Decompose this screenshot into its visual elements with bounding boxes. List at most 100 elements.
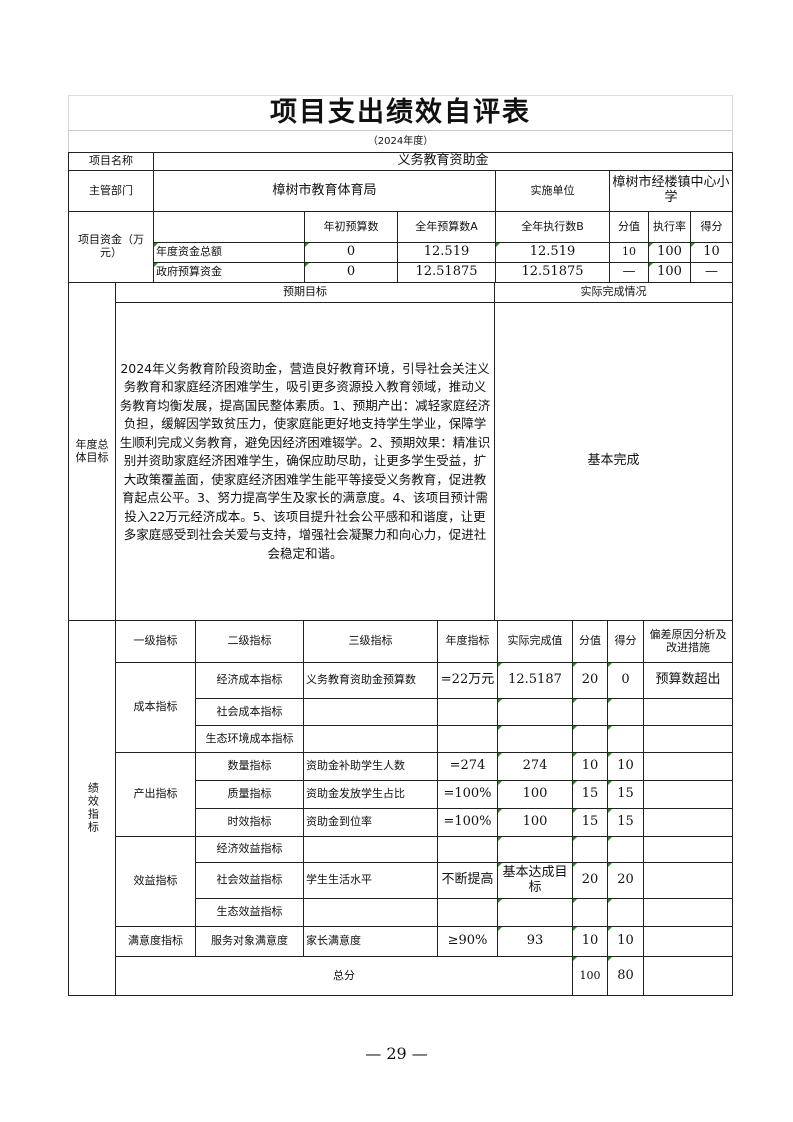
actual-completion-header: 实际完成情况 bbox=[494, 282, 733, 303]
fund-rate: 100 bbox=[648, 242, 691, 263]
indicator-actual bbox=[497, 698, 573, 726]
indicator-header: 得分 bbox=[607, 620, 644, 663]
indicator-score: 20 bbox=[607, 862, 644, 899]
project-name-label: 项目名称 bbox=[68, 152, 154, 171]
fund-name: 政府预算资金 bbox=[153, 262, 305, 283]
indicator-score bbox=[607, 898, 644, 927]
indicator-actual: 274 bbox=[497, 752, 573, 781]
fund-executed: 12.51875 bbox=[495, 262, 610, 283]
indicator-note bbox=[643, 698, 733, 726]
fund-rate: 100 bbox=[648, 262, 691, 283]
expected-goal-header: 预期目标 bbox=[115, 282, 495, 303]
indicator-value bbox=[572, 698, 608, 726]
indicator-level3 bbox=[303, 698, 438, 726]
indicator-row: 效益指标 经济效益指标 bbox=[69, 836, 733, 927]
indicator-target bbox=[437, 698, 498, 726]
indicators-label: 绩效指标 bbox=[68, 620, 116, 996]
indicator-value: 20 bbox=[572, 862, 608, 899]
total-value: 100 bbox=[572, 956, 608, 996]
indicator-header: 三级指标 bbox=[303, 620, 438, 663]
impl-value: 樟树市经楼镇中心小学 bbox=[609, 170, 733, 212]
indicator-score: 0 bbox=[607, 662, 644, 699]
indicator-actual bbox=[497, 836, 573, 863]
page-number: — 29 — bbox=[365, 1044, 428, 1063]
indicator-score: 15 bbox=[607, 808, 644, 837]
indicator-value bbox=[572, 898, 608, 927]
fund-score-value: 10 bbox=[609, 242, 649, 263]
indicator-level2: 经济成本指标 bbox=[195, 662, 304, 699]
dept-value: 樟树市教育体育局 bbox=[153, 170, 496, 212]
indicator-level2: 服务对象满意度 bbox=[195, 926, 304, 957]
indicator-score bbox=[607, 725, 644, 753]
indicator-note bbox=[643, 862, 733, 899]
fund-budget: 12.519 bbox=[397, 242, 496, 263]
indicator-target: ≥90% bbox=[437, 926, 498, 957]
indicator-level2: 社会成本指标 bbox=[195, 698, 304, 726]
indicator-level3: 义务教育资助金预算数 bbox=[303, 662, 438, 699]
actual-completion-text: 基本完成 bbox=[494, 302, 733, 621]
indicator-value: 20 bbox=[572, 662, 608, 699]
indicator-note bbox=[643, 725, 733, 753]
indicator-actual bbox=[497, 725, 573, 753]
dept-label: 主管部门 bbox=[68, 170, 154, 212]
level1-indicator: 效益指标 bbox=[115, 836, 196, 927]
indicator-target: =22万元 bbox=[437, 662, 498, 699]
funds-label: 项目资金（万元） bbox=[68, 211, 154, 283]
indicator-target bbox=[437, 898, 498, 927]
funds-header: 全年执行数B bbox=[495, 211, 610, 243]
impl-label: 实施单位 bbox=[495, 170, 610, 212]
fund-initial: 0 bbox=[304, 242, 398, 263]
indicator-level2: 时效指标 bbox=[195, 808, 304, 837]
indicator-header: 分值 bbox=[572, 620, 608, 663]
indicator-value: 10 bbox=[572, 926, 608, 957]
indicator-actual: 100 bbox=[497, 780, 573, 809]
goals-label: 年度总体目标 bbox=[68, 282, 116, 621]
indicator-actual: 基本达成目标 bbox=[497, 862, 573, 899]
indicator-actual: 100 bbox=[497, 808, 573, 837]
indicator-note bbox=[643, 836, 733, 863]
indicator-level2: 经济效益指标 bbox=[195, 836, 304, 863]
indicator-level2: 生态环境成本指标 bbox=[195, 725, 304, 753]
indicator-actual: 12.5187 bbox=[497, 662, 573, 699]
indicator-value bbox=[572, 836, 608, 863]
fund-initial: 0 bbox=[304, 262, 398, 283]
year-subtitle: （2024年度） bbox=[68, 130, 733, 153]
total-score: 80 bbox=[607, 956, 644, 996]
fund-score: 10 bbox=[690, 242, 733, 263]
indicator-level3 bbox=[303, 898, 438, 927]
indicator-score: 10 bbox=[607, 752, 644, 781]
funds-header: 得分 bbox=[690, 211, 733, 243]
indicator-header: 一级指标 bbox=[115, 620, 196, 663]
indicator-note bbox=[643, 752, 733, 781]
indicator-actual: 93 bbox=[497, 926, 573, 957]
indicator-level3: 资助金到位率 bbox=[303, 808, 438, 837]
indicator-value: 15 bbox=[572, 780, 608, 809]
header-table: 项目支出绩效自评表 （2024年度） 项目名称 义务教育资助金 主管部门 樟树市… bbox=[68, 95, 733, 283]
indicator-row: 满意度指标 服务对象满意度 家长满意度 ≥90% 93 10 10 bbox=[69, 926, 733, 957]
project-name: 义务教育资助金 bbox=[153, 152, 733, 171]
indicator-score bbox=[607, 698, 644, 726]
indicator-level3: 资助金发放学生占比 bbox=[303, 780, 438, 809]
indicator-score bbox=[607, 836, 644, 863]
indicator-level3: 学生生活水平 bbox=[303, 862, 438, 899]
fund-score-value: — bbox=[609, 262, 649, 283]
indicator-row: 生态环境成本指标 bbox=[69, 725, 733, 753]
indicator-row: 成本指标 经济成本指标 义务教育资助金预算数 =22万元 12.5187 20 0 预算数超出 bbox=[69, 662, 733, 753]
fund-executed: 12.519 bbox=[495, 242, 610, 263]
funds-row: 年度资金总额 0 12.519 12.519 10 100 10 bbox=[69, 242, 733, 263]
indicator-value bbox=[572, 725, 608, 753]
indicator-target: =100% bbox=[437, 780, 498, 809]
indicator-value: 15 bbox=[572, 808, 608, 837]
level1-indicator: 成本指标 bbox=[115, 662, 196, 753]
indicator-row: 产出指标 数量指标 资助金补助学生人数 =274 274 10 10 bbox=[69, 752, 733, 837]
indicator-note: 预算数超出 bbox=[643, 662, 733, 699]
indicator-row: 质量指标 资助金发放学生占比 =100% 100 15 15 bbox=[69, 780, 733, 809]
expected-goal-text: 2024年义务教育阶段资助金，营造良好教育环境，引导社会关注义务教育和家庭经济困… bbox=[115, 302, 495, 621]
level1-indicator: 产出指标 bbox=[115, 752, 196, 837]
indicator-header: 实际完成值 bbox=[497, 620, 573, 663]
funds-header: 全年预算数A bbox=[397, 211, 496, 243]
funds-header: 年初预算数 bbox=[304, 211, 398, 243]
goals-table: 年度总体目标 预期目标 实际完成情况 2024年义务教育阶段资助金，营造良好教育… bbox=[68, 282, 733, 621]
total-label: 总分 bbox=[115, 956, 573, 996]
indicator-level3: 家长满意度 bbox=[303, 926, 438, 957]
